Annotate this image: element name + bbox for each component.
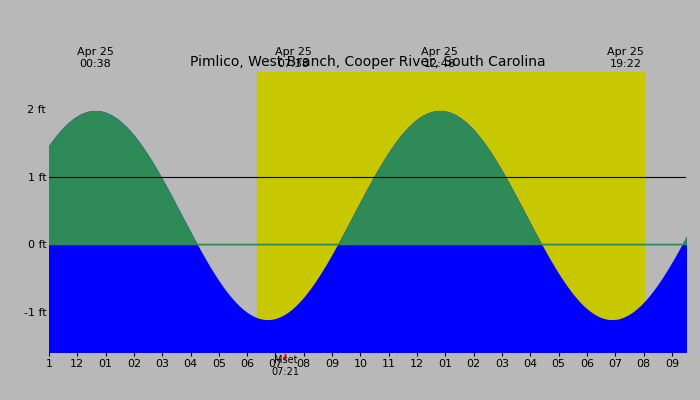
Text: Apr 25
00:38: Apr 25 00:38	[77, 47, 113, 69]
Text: Apr 25
07:38: Apr 25 07:38	[275, 47, 312, 69]
Text: Apr 25
12:48: Apr 25 12:48	[421, 47, 458, 69]
Bar	[257, 72, 643, 352]
Text: Apr 25
19:22: Apr 25 19:22	[607, 47, 644, 69]
Text: Mset
07:21: Mset 07:21	[272, 355, 300, 377]
Title: Pimlico, West Branch, Cooper River, South Carolina: Pimlico, West Branch, Cooper River, Sout…	[190, 56, 545, 70]
